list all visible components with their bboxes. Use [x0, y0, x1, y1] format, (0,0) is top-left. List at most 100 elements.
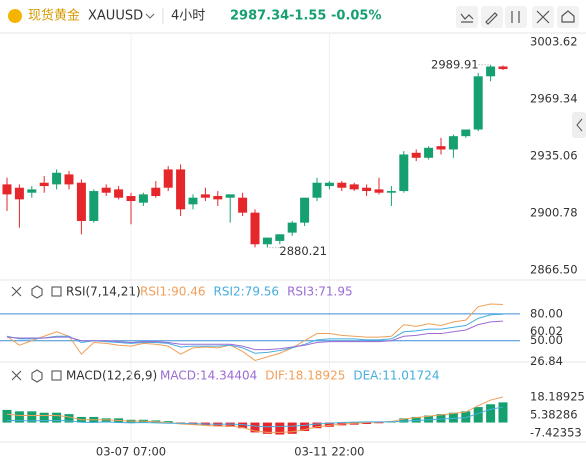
- candle-body: [101, 187, 111, 193]
- candle-body: [473, 76, 483, 130]
- candle-body: [76, 182, 86, 221]
- macd-bar: [2, 409, 12, 423]
- draw-button[interactable]: [481, 6, 503, 28]
- macd-bar: [14, 411, 24, 423]
- side-collapse[interactable]: [572, 112, 586, 138]
- candle-body: [262, 237, 272, 245]
- candle-body: [2, 184, 12, 195]
- gold-icon: [8, 9, 22, 23]
- macd-bar: [448, 412, 458, 423]
- y-tick-label: 26.84: [530, 354, 563, 368]
- change: -1.55: [289, 9, 326, 24]
- candle-icon: [511, 11, 520, 23]
- candle-body: [399, 154, 409, 192]
- macd-bar: [238, 422, 248, 429]
- y-tick-label: 60.02: [530, 324, 563, 338]
- candle-body: [238, 197, 248, 213]
- y-tick-label: 5.38286: [530, 407, 578, 421]
- y-tick-label: 2969.34: [530, 92, 578, 106]
- macd-bar: [461, 411, 471, 423]
- settings-button[interactable]: [557, 6, 579, 28]
- candle-body: [225, 194, 235, 198]
- candle-body: [275, 234, 285, 241]
- settings-icon: [561, 10, 575, 23]
- settings-icon[interactable]: [31, 285, 43, 299]
- macd-bar: [362, 422, 372, 424]
- macd-bar: [498, 402, 508, 423]
- symbol[interactable]: XAUUSD: [88, 9, 143, 24]
- candle-body: [312, 182, 322, 198]
- candle-body: [213, 196, 223, 200]
- legend-entry: MACD:14.34404: [160, 369, 257, 383]
- close-icon[interactable]: [11, 370, 22, 381]
- candle-body: [151, 187, 161, 197]
- legend-entry: RSI3:71.95: [287, 285, 353, 299]
- macd-bar: [473, 407, 483, 423]
- macd-bar: [39, 412, 49, 423]
- close-icon[interactable]: [11, 286, 22, 297]
- macd-title: MACD(12,26,9): [66, 369, 157, 383]
- legend-entry: RSI1:90.46: [140, 285, 206, 299]
- candle-body: [163, 169, 173, 188]
- side-collapse-icon: [576, 118, 583, 132]
- indicator-icon: [460, 13, 474, 23]
- settings-icon[interactable]: [31, 369, 43, 383]
- dropdown-icon[interactable]: [145, 13, 155, 19]
- candle-body: [349, 184, 359, 190]
- macd-bar: [262, 422, 272, 434]
- macd-bar: [436, 414, 446, 423]
- series-line: [6, 396, 504, 433]
- macd-bar: [486, 404, 496, 423]
- rsi-title: RSI(7,14,21): [66, 285, 141, 299]
- candle-body: [337, 182, 347, 188]
- series-line: [6, 313, 504, 354]
- candle-body: [176, 169, 186, 210]
- macd-bar: [411, 416, 421, 423]
- macd-bar: [424, 415, 434, 423]
- candle-body: [64, 174, 74, 185]
- candle-body: [498, 66, 508, 70]
- candle-body: [14, 187, 24, 200]
- series-line: [6, 303, 504, 361]
- candle-body: [424, 147, 434, 158]
- candle-body: [448, 136, 458, 150]
- candle-body: [250, 212, 260, 245]
- macd-bar: [225, 422, 235, 427]
- candle-body: [126, 196, 136, 202]
- candle-body: [27, 189, 37, 193]
- hide-icon[interactable]: [51, 286, 62, 297]
- macd-bar: [101, 418, 111, 423]
- macd-bar: [312, 422, 322, 429]
- candle-button[interactable]: [505, 6, 527, 28]
- legend-entry: DIF:18.18925: [265, 369, 345, 383]
- symbol-cn: 现货黄金: [28, 8, 80, 24]
- y-tick-label: 2900.78: [530, 206, 578, 220]
- candle-body: [188, 197, 198, 205]
- y-tick-label: 2866.50: [530, 263, 578, 277]
- legend-entry: DEA:11.01724: [353, 369, 439, 383]
- macd-bar: [275, 422, 285, 435]
- macd-bar: [52, 412, 62, 423]
- low-label: 2880.21: [279, 244, 327, 258]
- y-tick-label: 80.00: [530, 306, 563, 320]
- candle-body: [287, 222, 297, 233]
- candle-body: [114, 189, 124, 198]
- candle-body: [300, 197, 310, 223]
- price: 2987.34: [230, 9, 289, 24]
- hide-icon[interactable]: [51, 370, 62, 381]
- candle-body: [486, 66, 496, 77]
- candle-body: [138, 194, 148, 203]
- y-tick-label: 50.00: [530, 333, 563, 347]
- interval[interactable]: 4小时: [171, 9, 205, 24]
- y-tick-label: 2935.06: [530, 149, 578, 163]
- macd-bar: [27, 411, 37, 423]
- legend-entry: RSI2:79.56: [214, 285, 280, 299]
- change-pct: -0.05%: [331, 9, 382, 24]
- macd-bar: [287, 422, 297, 434]
- candle-body: [374, 189, 384, 193]
- macd-bar: [324, 422, 334, 427]
- macd-bar: [163, 421, 173, 423]
- candle-body: [52, 172, 62, 185]
